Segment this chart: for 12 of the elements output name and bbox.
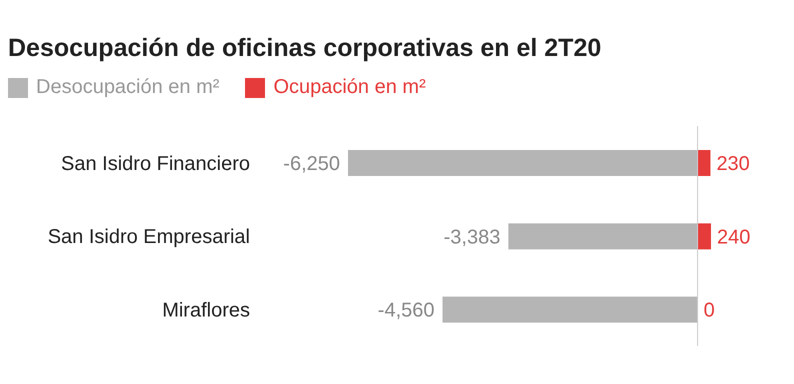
y-tick-label: San Isidro Financiero <box>61 152 250 175</box>
legend-label: Ocupación en m² <box>273 76 426 99</box>
data-label: -3,383 <box>444 226 500 248</box>
y-tick-label: San Isidro Empresarial <box>48 226 250 248</box>
data-label: 230 <box>716 153 750 175</box>
data-label: -6,250 <box>283 153 340 175</box>
legend-label: Desocupación en m² <box>36 76 220 99</box>
chart-title: Desocupación de oficinas corporativas en el 2T20 <box>8 33 602 64</box>
data-label: -4,560 <box>378 300 435 322</box>
data-label: 240 <box>717 226 750 248</box>
data-label: 0 <box>704 300 715 322</box>
y-tick-label: Miraflores <box>162 299 250 322</box>
